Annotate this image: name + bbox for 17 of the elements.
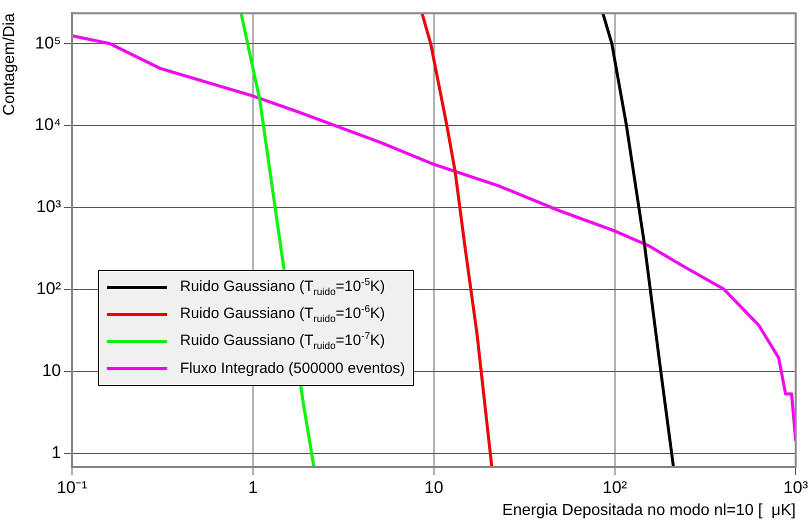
x-tick-label: 10⁻¹ <box>56 478 88 497</box>
legend-label: Ruido Gaussiano (T$_{ruido}$=10$^{-5}$K) <box>180 277 386 298</box>
y-tick-label: 1 <box>52 442 61 462</box>
x-tick-label: 10³ <box>783 478 808 497</box>
x-axis-title: Energia Depositada no modo nl=10 [ μK] <box>502 502 796 519</box>
y-tick-label: 10⁴ <box>34 115 61 134</box>
legend-label: Fluxo Integrado (500000 eventos) <box>180 360 406 377</box>
legend-label: Ruido Gaussiano (T$_{ruido}$=10$^{-6}$K) <box>180 304 386 325</box>
x-tick-label: 1 <box>248 478 258 497</box>
y-tick-label: 10² <box>36 279 62 298</box>
y-tick-label: 10 <box>42 361 61 380</box>
y-tick-label: 10⁵ <box>35 33 61 52</box>
x-tick-label: 10² <box>602 478 628 497</box>
y-tick-label: 10³ <box>36 197 62 216</box>
y-axis-title: Contagem/Dia <box>1 13 18 116</box>
x-tick-label: 10 <box>424 478 444 497</box>
legend-label: Ruido Gaussiano (T$_{ruido}$=10$^{-7}$K) <box>180 331 386 352</box>
